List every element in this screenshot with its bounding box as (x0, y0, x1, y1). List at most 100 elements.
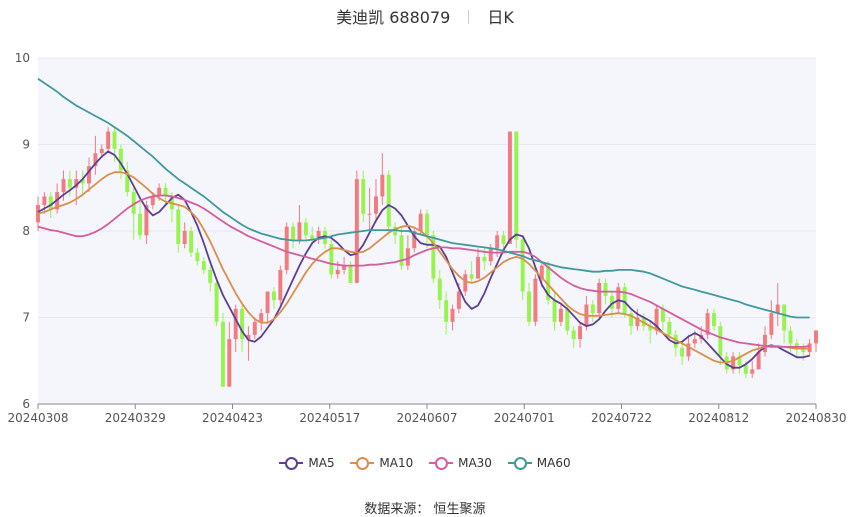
candle-body (214, 282, 219, 322)
candle-body (756, 352, 761, 370)
legend-marker-ma5 (279, 457, 304, 470)
candle-body (763, 334, 767, 353)
candle-body (67, 179, 72, 188)
candle-body (794, 343, 799, 348)
legend-label-ma5: MA5 (308, 456, 335, 470)
candle-body (348, 265, 353, 283)
candle-body (42, 196, 47, 206)
candle-body (718, 326, 723, 357)
legend-marker-ma10 (350, 457, 375, 470)
candle-body (418, 213, 423, 231)
candle-body (284, 226, 289, 270)
ma-line-ma60 (37, 78, 810, 319)
candle-body (769, 313, 774, 335)
candle-body (48, 196, 53, 210)
candle-body (106, 131, 111, 149)
candle-body (814, 330, 818, 344)
candle-body (743, 365, 748, 374)
kline-chart: 6 7 8 9 10 20240308 20240329 20240423 20240517 20… (7, 51, 846, 425)
candle-body (711, 313, 716, 327)
candle-body (507, 131, 512, 244)
candle-body (546, 265, 551, 301)
candle-body (80, 179, 85, 184)
candle-body (527, 291, 532, 322)
x-tick-label: 20240812 (688, 411, 749, 425)
ma-line-ma30 (37, 194, 810, 348)
candle-body (558, 308, 563, 322)
candle-body (335, 269, 340, 275)
candle-body (782, 304, 787, 331)
x-tick-label: 20240722 (591, 411, 652, 425)
candle-body (157, 187, 162, 197)
candle-body (737, 356, 742, 366)
candle-body (131, 192, 136, 214)
candle-body (654, 308, 659, 331)
candle-body (801, 347, 806, 353)
candle-body (571, 330, 576, 340)
x-tick-label: 20240517 (299, 411, 360, 425)
candle-body (227, 339, 232, 387)
candle-body (437, 278, 442, 301)
candle-body (412, 231, 417, 249)
legend-item-ma30[interactable]: MA30 (429, 456, 492, 470)
x-tick-label: 20240329 (105, 411, 166, 425)
candle-body (329, 243, 334, 275)
candle-body (635, 317, 640, 327)
candle-body (74, 179, 79, 188)
candle-body (271, 291, 276, 301)
candle-body (692, 339, 697, 344)
candle-body (259, 313, 264, 322)
candle-body (578, 326, 583, 340)
candle-body (138, 213, 143, 236)
candle-body (495, 235, 500, 249)
candle-body (469, 274, 474, 279)
candle-body (112, 131, 117, 149)
candle-body (208, 269, 213, 283)
candle-body (456, 291, 461, 309)
legend-item-ma10[interactable]: MA10 (350, 456, 413, 470)
candle-body (622, 287, 627, 314)
legend-item-ma5[interactable]: MA5 (279, 456, 335, 470)
candle-body (533, 278, 538, 322)
candle-body (807, 343, 812, 353)
candle-body (291, 226, 296, 240)
candle-body (463, 274, 468, 292)
y-tick-label: 6 (22, 397, 30, 411)
candle-body (367, 213, 372, 215)
x-tick-label: 20240308 (7, 411, 68, 425)
candle-body (482, 256, 487, 262)
candle-body (201, 261, 206, 270)
x-tick-label: 20240830 (785, 411, 846, 425)
candle-body (520, 239, 525, 292)
candle-body (750, 369, 755, 374)
data-source-note: 数据来源： 恒生聚源 (364, 502, 486, 517)
candle-body (539, 265, 544, 279)
legend-item-ma60[interactable]: MA60 (507, 456, 571, 470)
candle-body (240, 308, 245, 340)
candle-body (476, 256, 480, 279)
candle-body (61, 179, 66, 193)
candle-body (565, 308, 570, 331)
candle-body (87, 166, 91, 184)
candle-body (667, 321, 672, 335)
candle-body (189, 231, 194, 253)
candle-body (93, 153, 98, 167)
candle-body (648, 326, 653, 331)
x-tick-label: 20240607 (396, 411, 457, 425)
candle-body (660, 308, 665, 322)
candle-body (386, 174, 391, 227)
y-tick-label: 9 (22, 138, 30, 152)
candle-body (374, 196, 378, 214)
candle-body (303, 222, 308, 236)
legend-label-ma10: MA10 (379, 456, 414, 470)
candle-body (488, 248, 493, 262)
x-tick-label: 20240423 (202, 411, 263, 425)
candle-body (246, 334, 251, 340)
candle-body (680, 347, 685, 357)
y-tick-label: 10 (15, 51, 30, 65)
candle-body (182, 231, 187, 244)
candle-body (399, 235, 404, 266)
candle-body (150, 196, 155, 206)
candle-body (316, 231, 321, 240)
candle-body (705, 313, 710, 335)
